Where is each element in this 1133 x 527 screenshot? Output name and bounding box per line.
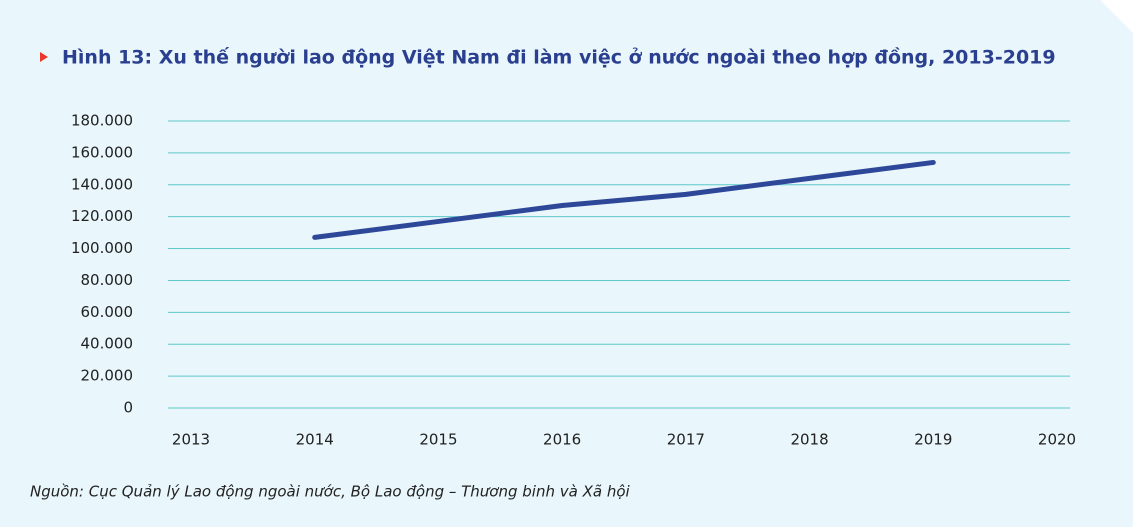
x-tick-label: 2019 bbox=[914, 431, 952, 449]
y-tick-label: 140.000 bbox=[71, 175, 133, 193]
y-tick-label: 60.000 bbox=[81, 303, 134, 321]
y-tick-label: 120.000 bbox=[71, 207, 133, 225]
x-tick-label: 2020 bbox=[1038, 431, 1076, 449]
title-marker bbox=[40, 52, 48, 62]
x-tick-label: 2013 bbox=[172, 431, 210, 449]
chart-title: Hình 13: Xu thế người lao động Việt Nam … bbox=[62, 46, 1056, 69]
y-tick-label: 40.000 bbox=[81, 335, 134, 353]
x-tick-label: 2014 bbox=[296, 431, 334, 449]
y-tick-label: 160.000 bbox=[71, 143, 133, 161]
y-tick-label: 20.000 bbox=[81, 367, 134, 385]
x-tick-label: 2018 bbox=[790, 431, 828, 449]
data-line bbox=[312, 159, 936, 240]
y-tick-label: 80.000 bbox=[81, 271, 134, 289]
x-tick-label: 2017 bbox=[667, 431, 705, 449]
x-tick-label: 2015 bbox=[419, 431, 457, 449]
y-tick-label: 0 bbox=[123, 399, 133, 417]
source-note: Nguồn: Cục Quản lý Lao động ngoài nước, … bbox=[30, 483, 631, 501]
x-tick-label: 2016 bbox=[543, 431, 581, 449]
y-tick-label: 100.000 bbox=[71, 239, 133, 257]
y-tick-label: 180.000 bbox=[71, 112, 133, 130]
